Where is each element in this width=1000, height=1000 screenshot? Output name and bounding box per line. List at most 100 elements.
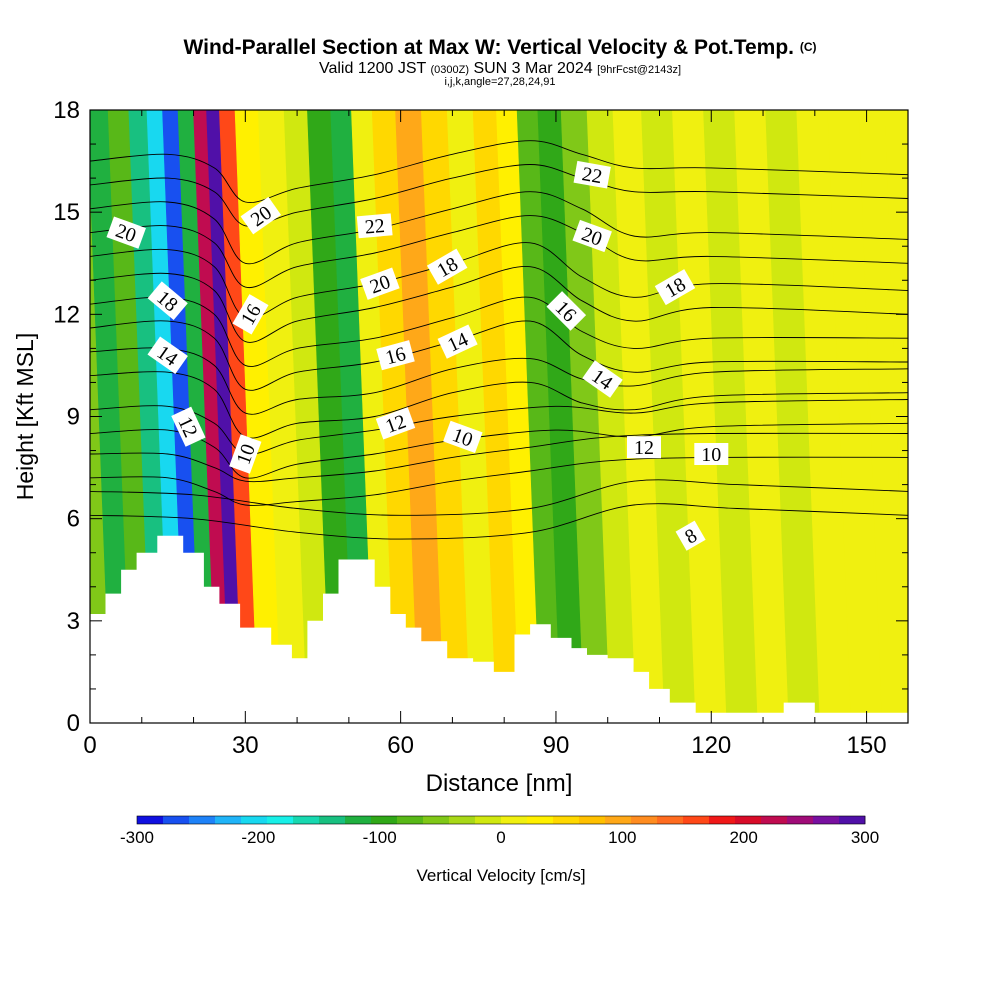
x-tick-label: 60 [387, 732, 414, 759]
colorbar-swatch [579, 816, 606, 824]
valid-time: Valid 1200 JST [318, 60, 427, 77]
velocity-band [537, 110, 585, 723]
theta-contour-20 [90, 215, 908, 289]
contour-label-text: 10 [701, 444, 721, 466]
contour-label-box [654, 269, 696, 306]
theta-contour-18 [90, 266, 908, 343]
contour-label-box [627, 436, 661, 459]
velocity-band [516, 110, 562, 723]
colorbar-swatch [345, 816, 372, 824]
contour-label: 22 [573, 160, 611, 189]
chart-title-unit: (C) [799, 40, 817, 54]
x-tick-label: 120 [691, 732, 731, 759]
colorbar-swatch [813, 816, 840, 824]
contour-label-box [356, 213, 393, 239]
axis-ticks [89, 109, 908, 724]
contour-label-box [437, 324, 478, 359]
contour-label: 20 [106, 216, 146, 249]
colorbar-tick-label: -300 [120, 828, 154, 847]
colorbar-swatch [319, 816, 346, 824]
contour-label-box [360, 267, 400, 300]
colorbar-swatch [735, 816, 762, 824]
contour-label-box [106, 216, 146, 249]
theta-contour-11 [90, 432, 908, 483]
contour-label-box [229, 434, 262, 474]
chart-title-text: Wind-Parallel Section at Max W: Vertical… [183, 36, 794, 59]
colorbar-swatch [761, 816, 788, 824]
colorbar-tick-label: 200 [729, 828, 757, 847]
colorbar-swatch [371, 816, 398, 824]
colorbar-swatch [189, 816, 216, 824]
velocity-band [858, 110, 908, 723]
colorbar-swatch [423, 816, 450, 824]
velocity-band [703, 110, 759, 723]
colorbar-swatch [163, 816, 190, 824]
colorbar-swatch [657, 816, 684, 824]
theta-contour-14 [90, 371, 908, 439]
contour-label-box [572, 219, 612, 253]
y-tick-label: 12 [53, 301, 80, 328]
theta-contour-22 [90, 164, 908, 227]
theta-contour-12 [90, 422, 908, 479]
velocity-band [283, 110, 332, 723]
colorbar-swatch [267, 816, 294, 824]
contour-label-box [375, 407, 416, 440]
theta-contour-23 [90, 140, 908, 204]
y-axis-label: Height [Kft MSL] [12, 333, 38, 500]
theta-contour-17 [90, 296, 908, 367]
colorbar-swatch [397, 816, 424, 824]
contour-label-box [582, 360, 623, 398]
contour-label-box [376, 340, 415, 371]
velocity-band [472, 110, 521, 723]
theta-contour-13 [90, 399, 908, 455]
contour-label-box [694, 443, 729, 465]
x-tick-label: 90 [543, 732, 570, 759]
colorbar-swatch [449, 816, 476, 824]
colorbar-frame [136, 815, 866, 825]
x-tick-label: 30 [232, 732, 259, 759]
terrain-mask [90, 535, 908, 723]
colorbar-swatch [839, 816, 866, 824]
contour-label-box [443, 420, 483, 454]
colorbar-tick-label: 0 [496, 828, 505, 847]
contour-label: 10 [694, 443, 729, 466]
colorbar-swatch [475, 816, 502, 824]
contour-label-box [232, 294, 269, 335]
contour-label-box [573, 160, 611, 189]
contour-label: 8 [675, 520, 706, 551]
colorbar-swatch [527, 816, 554, 824]
velocity-band [641, 110, 697, 723]
y-tick-label: 3 [67, 608, 80, 635]
x-axis-label: Distance [nm] [426, 770, 573, 797]
colorbar-label: Vertical Velocity [cm/s] [416, 866, 585, 885]
velocity-band [765, 110, 821, 723]
contour-label-box [147, 281, 188, 321]
y-tick-label: 9 [67, 404, 80, 431]
theta-contour-15 [90, 347, 908, 415]
velocity-band [206, 110, 244, 723]
colorbar-tick-label: -100 [363, 828, 397, 847]
velocity-band [496, 110, 541, 723]
velocity-field [90, 110, 908, 723]
contour-label-box [426, 248, 468, 285]
y-tick-label: 6 [67, 506, 80, 533]
x-tick-label: 0 [83, 732, 96, 759]
colorbar-tick-label: 300 [851, 828, 879, 847]
colorbar-swatch [137, 816, 164, 824]
theta-contour-21 [90, 191, 908, 265]
colorbar-swatch [787, 816, 814, 824]
forecast-info: [9hrFcst@2143z] [597, 64, 682, 76]
contour-label-text: 22 [364, 215, 386, 239]
y-tick-label: 0 [67, 710, 80, 737]
colorbar-swatch [683, 816, 710, 824]
theta-contour-8 [90, 503, 908, 540]
velocity-band [612, 110, 666, 723]
colorbar-tick-label: -200 [241, 828, 275, 847]
valid-date: SUN 3 Mar 2024 [473, 60, 593, 77]
velocity-band [257, 110, 308, 723]
colorbar: -300 -200 -100 0 100 200 300 Vertical Velocity … [120, 815, 879, 885]
grid-index-info: i,j,k,angle=27,28,24,91 [444, 76, 556, 88]
y-tick-label: 18 [53, 97, 80, 124]
